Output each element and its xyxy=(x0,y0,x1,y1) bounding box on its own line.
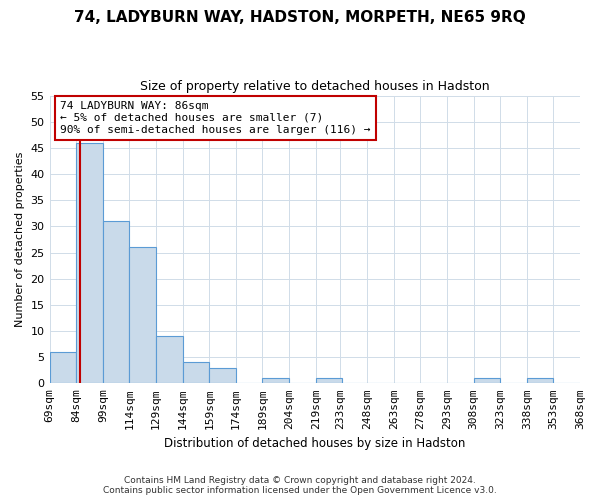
Bar xyxy=(527,378,553,384)
Bar xyxy=(262,378,289,384)
Bar xyxy=(156,336,182,384)
Text: 74 LADYBURN WAY: 86sqm
← 5% of detached houses are smaller (7)
90% of semi-detac: 74 LADYBURN WAY: 86sqm ← 5% of detached … xyxy=(60,102,371,134)
Bar xyxy=(316,378,342,384)
Text: Contains HM Land Registry data © Crown copyright and database right 2024.
Contai: Contains HM Land Registry data © Crown c… xyxy=(103,476,497,495)
Bar xyxy=(473,378,500,384)
Bar xyxy=(50,352,76,384)
Text: 74, LADYBURN WAY, HADSTON, MORPETH, NE65 9RQ: 74, LADYBURN WAY, HADSTON, MORPETH, NE65… xyxy=(74,10,526,25)
Bar xyxy=(103,221,130,384)
Bar xyxy=(76,142,103,384)
Bar xyxy=(182,362,209,384)
Title: Size of property relative to detached houses in Hadston: Size of property relative to detached ho… xyxy=(140,80,490,93)
Bar xyxy=(130,248,156,384)
Y-axis label: Number of detached properties: Number of detached properties xyxy=(15,152,25,327)
Bar xyxy=(209,368,236,384)
X-axis label: Distribution of detached houses by size in Hadston: Distribution of detached houses by size … xyxy=(164,437,466,450)
